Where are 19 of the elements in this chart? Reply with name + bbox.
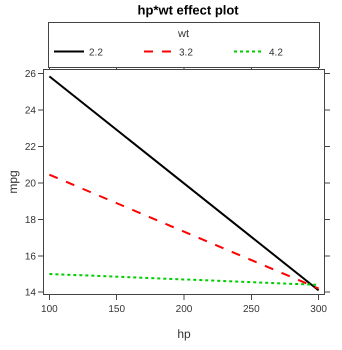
x-tick-label: 100 xyxy=(41,304,58,315)
y-axis-title: mpg xyxy=(6,170,20,194)
x-axis-title: hp xyxy=(177,326,191,341)
legend-label: 4.2 xyxy=(269,47,284,58)
y-tick-label: 22 xyxy=(24,142,36,153)
x-tick-label: 150 xyxy=(108,304,126,315)
legend-label: 3.2 xyxy=(179,47,194,58)
y-tick-label: 26 xyxy=(24,69,36,80)
y-tick-label: 20 xyxy=(24,178,36,190)
x-tick-label: 250 xyxy=(242,304,260,315)
chart-title: hp*wt effect plot xyxy=(138,2,240,18)
y-tick-label: 14 xyxy=(24,288,36,299)
legend-label: 2.2 xyxy=(89,47,104,58)
y-tick-label: 18 xyxy=(24,214,36,226)
legend-title: wt xyxy=(177,28,189,40)
x-tick-label: 200 xyxy=(176,304,193,315)
y-tick-label: 16 xyxy=(24,251,36,262)
y-tick-label: 24 xyxy=(24,106,36,117)
x-tick-label: 300 xyxy=(310,304,328,315)
